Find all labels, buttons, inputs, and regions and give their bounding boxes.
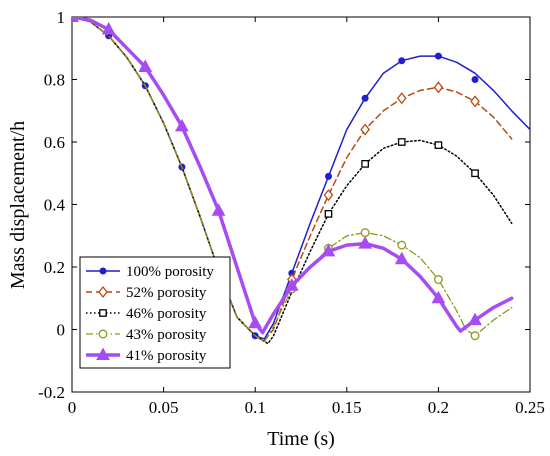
legend-label: 52% porosity <box>126 285 207 301</box>
axis-ticks: 0 0.05 0.1 0.15 0.2 0.25-0.200.20.40.60.81 <box>38 8 545 417</box>
legend-label: 100% porosity <box>126 264 214 280</box>
legend-marker-sample <box>99 309 107 317</box>
legend-entry: 100% porosity <box>86 264 214 280</box>
y-tick-label: 0.2 <box>44 258 65 277</box>
series-point <box>360 228 370 238</box>
series-point <box>361 160 369 168</box>
series-point <box>101 21 116 35</box>
series-point <box>138 59 153 72</box>
series-point <box>324 172 332 180</box>
x-axis-title: Time (s) <box>267 428 335 450</box>
series-2 <box>72 17 513 345</box>
x-tick-label: 0.15 <box>332 398 362 417</box>
series-point <box>471 169 479 178</box>
legend-marker-sample <box>98 285 108 299</box>
series-point <box>433 81 444 94</box>
series-group <box>72 17 530 345</box>
series-point <box>324 210 333 218</box>
x-tick-label: 0 <box>68 398 77 417</box>
legend: 100% porosity 52% porosity 46% porosity 43%… <box>79 256 231 369</box>
series-point <box>434 52 442 60</box>
series-point <box>323 189 334 202</box>
y-tick-label: 0 <box>57 321 66 340</box>
series-point <box>470 331 480 341</box>
y-tick-label: 0.8 <box>44 71 65 90</box>
series-point <box>394 251 409 265</box>
series-point <box>211 203 226 216</box>
y-tick-label: 0.4 <box>44 196 66 215</box>
x-tick-label: 0.1 <box>245 398 266 417</box>
series-point <box>248 315 263 329</box>
x-tick-label: 0.05 <box>149 398 179 417</box>
series-point <box>284 278 299 291</box>
x-tick-label: 0.25 <box>515 398 545 417</box>
y-tick-label: 1 <box>57 8 66 27</box>
series-point <box>175 118 189 132</box>
legend-entry: 43% porosity <box>86 327 207 343</box>
y-tick-label: -0.2 <box>38 383 65 402</box>
series-point <box>396 92 407 105</box>
legend-label: 46% porosity <box>126 306 207 322</box>
series-point <box>321 243 336 257</box>
legend-entry: 41% porosity <box>86 347 207 364</box>
legend-label: 41% porosity <box>126 348 207 364</box>
series-point <box>470 95 480 108</box>
y-tick-label: 0.6 <box>44 133 65 152</box>
x-tick-label: 0.2 <box>428 398 449 417</box>
legend-marker-sample <box>98 329 108 339</box>
series-point <box>397 138 406 146</box>
legend-marker-sample <box>96 347 110 360</box>
series-point <box>360 123 370 136</box>
series-point <box>358 236 372 249</box>
series-point <box>431 290 446 304</box>
series-point <box>471 76 479 83</box>
series-point <box>433 275 443 284</box>
series-point <box>397 240 407 250</box>
series-point <box>434 141 443 149</box>
series-point <box>398 57 406 65</box>
legend-label: 43% porosity <box>126 327 207 343</box>
y-axis-title: Mass displacement/h <box>7 121 29 289</box>
series-point <box>72 17 79 22</box>
legend-entry: 46% porosity <box>86 306 207 322</box>
series-point <box>468 312 482 326</box>
legend-marker-sample <box>99 267 107 275</box>
series-4 <box>72 17 514 335</box>
series-point <box>361 94 369 102</box>
legend-entry: 52% porosity <box>86 285 207 301</box>
